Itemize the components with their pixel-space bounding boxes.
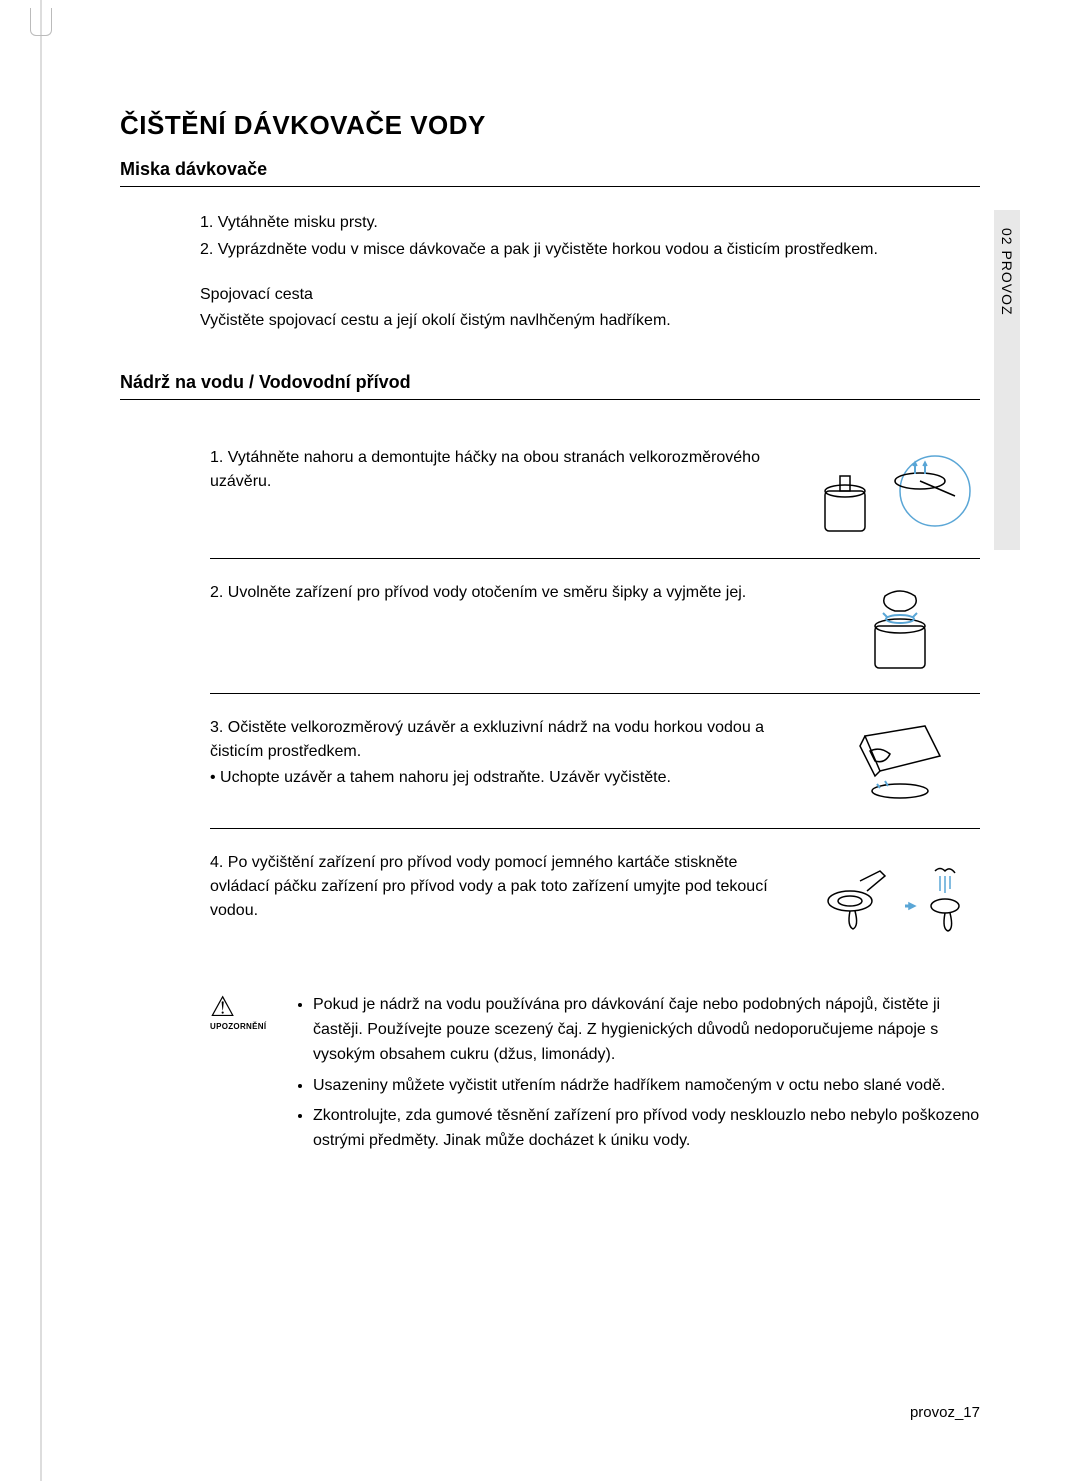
- step-3-illustration: [805, 716, 980, 806]
- section1-item-2: 2. Vyprázdněte vodu v misce dávkovače a …: [200, 238, 980, 263]
- warning-bullet-3: Zkontrolujte, zda gumové těsnění zařízen…: [313, 1104, 980, 1154]
- section1-heading: Miska dávkovače: [120, 159, 980, 187]
- warning-bullet-2: Usazeniny můžete vyčistit utřením nádrže…: [313, 1074, 980, 1099]
- page-title: ČIŠTĚNÍ DÁVKOVAČE VODY: [120, 110, 980, 141]
- step-3-text: 3. Očistěte velkorozměrový uzávěr a exkl…: [210, 716, 805, 792]
- step-4-illustration: [805, 851, 980, 941]
- warning-bullets: Pokud je nádrž na vodu používána pro dáv…: [295, 993, 980, 1160]
- step-2-illustration: [805, 581, 980, 671]
- page-footer: provoz_17: [910, 1404, 980, 1421]
- warning-label: UPOZORNĚNÍ: [210, 1021, 295, 1033]
- step-3-line-1: 3. Očistěte velkorozměrový uzávěr a exkl…: [210, 716, 775, 764]
- warning-icon: ⚠: [210, 993, 295, 1021]
- step-2-line-1: 2. Uvolněte zařízení pro přívod vody oto…: [210, 581, 775, 605]
- section2-heading: Nádrž na vodu / Vodovodní přívod: [120, 372, 980, 400]
- step-row-3: 3. Očistěte velkorozměrový uzávěr a exkl…: [210, 694, 980, 829]
- warning-block: ⚠ UPOZORNĚNÍ Pokud je nádrž na vodu použ…: [120, 963, 980, 1160]
- warning-icon-column: ⚠ UPOZORNĚNÍ: [210, 993, 295, 1160]
- step-1-line-1: 1. Vytáhněte nahoru a demontujte háčky n…: [210, 446, 775, 494]
- step-row-2: 2. Uvolněte zařízení pro přívod vody oto…: [210, 559, 980, 694]
- step-3-line-2: • Uchopte uzávěr a tahem nahoru jej odst…: [210, 766, 775, 790]
- section1-item-1: 1. Vytáhněte misku prsty.: [200, 211, 980, 236]
- step-row-1: 1. Vytáhněte nahoru a demontujte háčky n…: [210, 424, 980, 559]
- page-content: ČIŠTĚNÍ DÁVKOVAČE VODY Miska dávkovače 1…: [0, 0, 1080, 1481]
- section2-steps: 1. Vytáhněte nahoru a demontujte háčky n…: [120, 424, 980, 963]
- step-4-line-1: 4. Po vyčištění zařízení pro přívod vody…: [210, 851, 775, 923]
- section1-body: 1. Vytáhněte misku prsty. 2. Vyprázdněte…: [120, 211, 980, 334]
- step-row-4: 4. Po vyčištění zařízení pro přívod vody…: [210, 829, 980, 963]
- warning-bullet-1: Pokud je nádrž na vodu používána pro dáv…: [313, 993, 980, 1067]
- section1-subtext: Vyčistěte spojovací cestu a její okolí č…: [200, 309, 980, 334]
- section1-subheading: Spojovací cesta: [200, 283, 980, 308]
- step-1-illustration: [805, 446, 980, 536]
- step-1-text: 1. Vytáhněte nahoru a demontujte háčky n…: [210, 446, 805, 496]
- step-4-text: 4. Po vyčištění zařízení pro přívod vody…: [210, 851, 805, 925]
- step-2-text: 2. Uvolněte zařízení pro přívod vody oto…: [210, 581, 805, 607]
